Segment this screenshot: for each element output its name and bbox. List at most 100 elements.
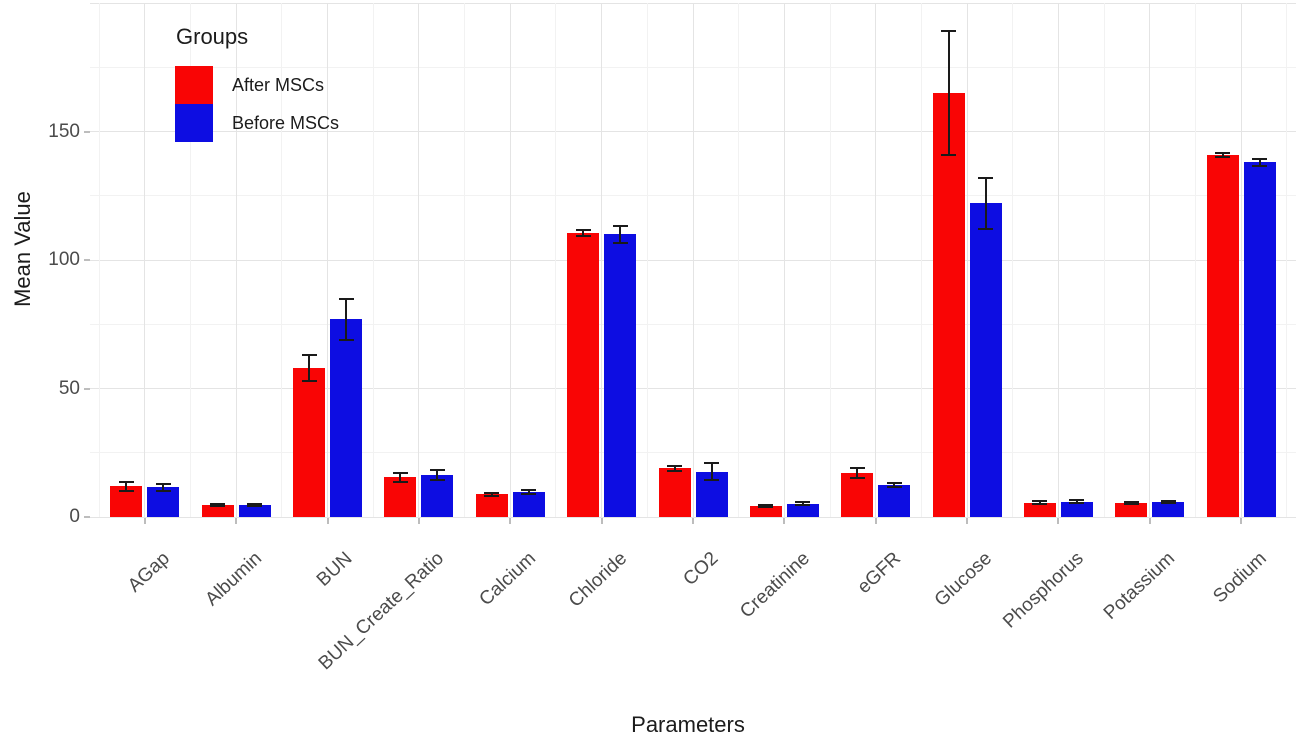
errorbar-after-mscs-albumin [216, 504, 219, 507]
legend-item-after-mscs: After MSCs [175, 66, 324, 104]
bar-before-mscs-sodium [1243, 162, 1276, 517]
errorbar-after-mscs-calcium [490, 493, 493, 496]
minor-gridline-v-1 [190, 3, 191, 517]
errorbar-after-mscs-sodium [1221, 152, 1224, 157]
bar-before-mscs-calcium [512, 491, 545, 517]
bar-before-mscs-phosphorus [1060, 501, 1093, 517]
minor-gridline-v-2 [281, 3, 283, 517]
bar-after-mscs-albumin [201, 505, 234, 517]
gridline-v-calcium [509, 3, 511, 517]
bar-before-mscs-glucose [969, 203, 1002, 517]
legend-label-after-mscs: After MSCs [232, 74, 325, 95]
errorbar-after-mscs-bun [308, 355, 311, 381]
errorbar-after-mscs-bun-create-ratio-top [392, 471, 408, 474]
errorbar-before-mscs-co2 [710, 463, 713, 480]
errorbar-after-mscs-potassium-bottom [1123, 503, 1139, 506]
errorbar-after-mscs-bun-top [301, 354, 317, 357]
gridline-v-bun [327, 3, 329, 517]
errorbar-after-mscs-egfr [856, 468, 859, 479]
gridline-v-sodium [1240, 3, 1242, 517]
x-tick-label-phosphorus: Phosphorus [999, 548, 1088, 633]
errorbar-before-mscs-creatinine [801, 502, 804, 506]
x-tick-label-calcium: Calcium [475, 548, 540, 611]
errorbar-before-mscs-bun-bottom [338, 338, 354, 341]
bar-after-mscs-chloride [567, 233, 600, 517]
errorbar-before-mscs-sodium-bottom [1252, 164, 1268, 167]
gridline-v-albumin [235, 3, 237, 517]
errorbar-after-mscs-sodium-top [1215, 151, 1231, 154]
legend-title: Groups [176, 24, 249, 49]
errorbar-after-mscs-bun-create-ratio-bottom [392, 480, 408, 483]
errorbar-before-mscs-sodium [1258, 158, 1261, 166]
minor-gridline-v-0 [98, 3, 100, 517]
x-tick-label-egfr: eGFR [853, 548, 906, 598]
x-tick-egfr [874, 518, 877, 524]
errorbar-before-mscs-bun-create-ratio-top [429, 468, 445, 471]
minor-gridline-v-3 [372, 3, 374, 517]
errorbar-before-mscs-calcium-top [521, 488, 537, 491]
errorbar-after-mscs-albumin-bottom [210, 505, 226, 508]
x-tick-phosphorus [1057, 518, 1060, 524]
errorbar-before-mscs-calcium-bottom [521, 492, 537, 495]
x-tick-sodium [1240, 518, 1243, 524]
errorbar-after-mscs-agap-bottom [118, 489, 134, 492]
minor-gridline-v-9 [920, 3, 922, 517]
gridline-v-creatinine [783, 3, 785, 517]
errorbar-before-mscs-chloride-bottom [612, 241, 628, 244]
x-tick-calcium [509, 518, 512, 524]
errorbar-before-mscs-agap [162, 484, 165, 491]
minor-gridline-v-5 [555, 3, 557, 517]
y-tick-label-0: 0 [69, 506, 80, 527]
x-tick-label-sodium: Sodium [1209, 548, 1271, 608]
errorbar-after-mscs-creatinine-top [758, 503, 774, 506]
x-tick-label-glucose: Glucose [931, 548, 997, 611]
bar-before-mscs-agap [147, 487, 180, 517]
y-tick-100 [84, 259, 90, 261]
minor-gridline-v-10 [1012, 3, 1014, 517]
legend-label-before-mscs: Before MSCs [232, 112, 340, 133]
errorbar-after-mscs-bun-bottom [301, 379, 317, 382]
x-tick-albumin [235, 518, 238, 524]
bar-before-mscs-chloride [604, 234, 637, 517]
bar-before-mscs-bun [330, 319, 363, 517]
bar-after-mscs-sodium [1206, 154, 1239, 517]
errorbar-after-mscs-chloride-top [575, 229, 591, 232]
errorbar-before-mscs-egfr [893, 483, 896, 487]
errorbar-after-mscs-creatinine [764, 504, 767, 507]
errorbar-after-mscs-calcium-bottom [484, 494, 500, 497]
errorbar-before-mscs-potassium-top [1160, 499, 1176, 502]
errorbar-after-mscs-egfr-bottom [849, 477, 865, 480]
gridline-v-bun-create-ratio [418, 3, 420, 517]
bar-after-mscs-bun-create-ratio [384, 477, 417, 517]
errorbar-after-mscs-co2-top [667, 464, 682, 467]
minor-gridline-v-13 [1286, 3, 1288, 517]
x-tick-co2 [692, 518, 694, 524]
gridline-v-co2 [692, 3, 694, 517]
y-tick-150 [84, 130, 90, 133]
errorbar-after-mscs-chloride-bottom [575, 234, 591, 237]
minor-gridline-v-7 [738, 3, 740, 517]
errorbar-before-mscs-albumin [253, 504, 256, 507]
errorbar-before-mscs-co2-bottom [704, 478, 719, 481]
errorbar-before-mscs-phosphorus-bottom [1069, 501, 1085, 504]
minor-gridline-v-6 [646, 3, 648, 517]
gridline-v-agap [144, 3, 146, 517]
errorbar-before-mscs-creatinine-top [795, 501, 811, 504]
bar-before-mscs-potassium [1152, 502, 1185, 517]
errorbar-before-mscs-glucose-top [978, 176, 994, 179]
errorbar-after-mscs-potassium-top [1123, 500, 1139, 503]
bar-after-mscs-potassium [1115, 503, 1148, 517]
legend-item-before-mscs: Before MSCs [175, 104, 339, 142]
errorbar-after-mscs-phosphorus-top [1032, 500, 1048, 503]
y-tick-0 [84, 516, 90, 518]
bar-before-mscs-creatinine [786, 503, 819, 517]
gridline-v-chloride [601, 3, 603, 517]
errorbar-before-mscs-agap-top [155, 483, 171, 486]
errorbar-after-mscs-co2 [673, 465, 676, 471]
errorbar-before-mscs-chloride-top [612, 224, 628, 227]
minor-gridline-v-4 [464, 3, 466, 517]
errorbar-after-mscs-potassium [1130, 501, 1133, 505]
minor-gridline-v-8 [829, 3, 831, 517]
y-tick-label-100: 100 [48, 249, 80, 270]
legend-swatch-after-mscs [175, 66, 213, 104]
